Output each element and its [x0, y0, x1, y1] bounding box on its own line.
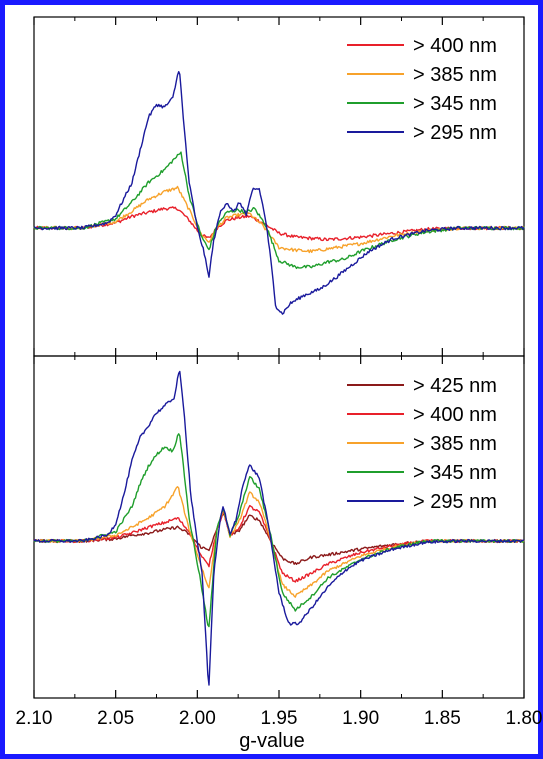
- x-tick-label: 2.10: [16, 708, 53, 729]
- series-line-345nm: [33, 151, 525, 270]
- series-line-345nm: [33, 433, 524, 628]
- x-tick-label: 2.00: [179, 708, 216, 729]
- bottom-panel: > 425 nm > 400 nm > 385 nm > 345 nm > 295 nm: [33, 355, 525, 699]
- legend-label: > 295 nm: [413, 491, 497, 513]
- series-line-385nm: [33, 185, 525, 254]
- legend-label: > 400 nm: [413, 404, 497, 426]
- top-panel: > 400 nm > 385 nm > 345 nm > 295 nm: [33, 16, 525, 357]
- legend-label: > 345 nm: [413, 93, 497, 115]
- x-axis: 2.10 2.05 2.00 1.95 1.90 1.85 1.80: [16, 708, 543, 729]
- x-axis-label: g-value: [239, 730, 305, 752]
- series-line-295nm: [33, 370, 525, 686]
- x-tick-label: 2.05: [97, 708, 134, 729]
- legend-label: > 425 nm: [413, 375, 497, 397]
- series-line-400nm: [33, 504, 525, 583]
- series-line-295nm: [33, 71, 525, 315]
- x-tick-label: 1.85: [424, 708, 461, 729]
- legend-label: > 345 nm: [413, 462, 497, 484]
- legend-label: > 385 nm: [413, 64, 497, 86]
- x-tick-label: 1.90: [342, 708, 379, 729]
- legend-label: > 295 nm: [413, 122, 497, 144]
- x-tick-label: 1.80: [506, 708, 543, 729]
- legend-label: > 385 nm: [413, 433, 497, 455]
- legend-label: > 400 nm: [413, 35, 497, 57]
- x-tick-label: 1.95: [261, 708, 298, 729]
